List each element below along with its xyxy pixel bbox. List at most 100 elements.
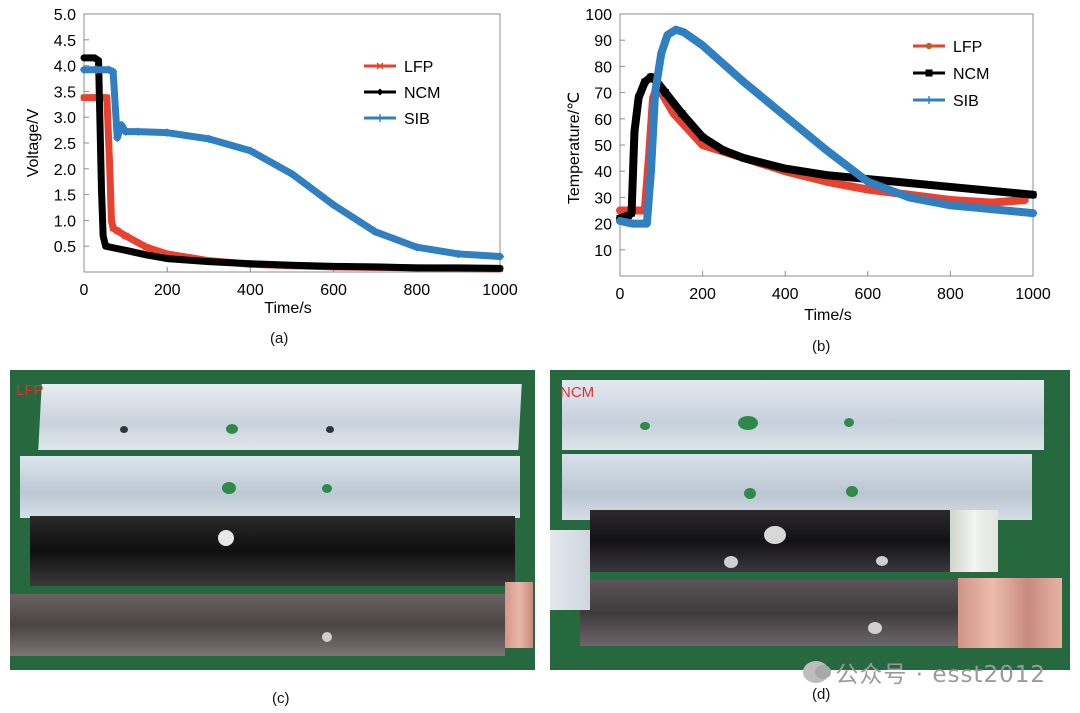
temperature-series-sib-point [863, 177, 872, 186]
voltage-series-ncm-point [330, 262, 338, 270]
temperature-y-axis-label: Temperature/℃ [566, 92, 583, 204]
voltage-series-sib-point [496, 252, 504, 261]
voltage-x-tick-label: 600 [320, 282, 347, 299]
voltage-series-sib-point [246, 146, 255, 155]
voltage-series-ncm-point [246, 260, 254, 268]
voltage-series-sib-point [80, 65, 88, 74]
legend-lfp-marker [376, 62, 384, 70]
voltage-x-tick-label: 800 [403, 282, 430, 299]
voltage-series-sib-point [121, 127, 130, 136]
temperature-y-tick-label: 30 [594, 190, 612, 207]
temperature-series-sib-point [671, 25, 680, 34]
lfp-separator-strip-2 [20, 456, 520, 518]
voltage-series-sib-point [454, 249, 463, 258]
voltage-series-sib-point [134, 127, 143, 136]
temperature-series-ncm-point [781, 165, 789, 173]
voltage-series-ncm-point [102, 242, 110, 250]
temperature-x-tick-label: 800 [937, 286, 964, 303]
temperature-y-tick-label: 100 [585, 7, 612, 24]
temperature-y-tick-label: 20 [594, 217, 612, 234]
temperature-x-tick-label: 1000 [1015, 286, 1051, 303]
voltage-x-axis-label: Time/s [264, 300, 311, 317]
temperature-series-lfp-point [823, 178, 830, 185]
temperature-series-ncm-point [635, 94, 643, 102]
watermark: 公众号 · esst2012 [803, 655, 1046, 689]
voltage-series-lfp-point [80, 94, 88, 102]
voltage-series-sib-point [104, 65, 113, 74]
voltage-series-lfp-point [88, 94, 96, 102]
voltage-series-ncm-point [205, 258, 213, 266]
voltage-y-tick-label: 2.5 [54, 136, 76, 153]
lfp-burn-hole [222, 482, 236, 494]
temperature-series-sib-point [739, 78, 748, 87]
panel-label-a: (a) [270, 330, 289, 347]
lfp-burn-hole [226, 424, 238, 434]
voltage-series-sib-point [371, 227, 380, 236]
temperature-series-sib-point [781, 112, 790, 121]
legend-sib-marker [925, 96, 933, 104]
temperature-series-sib-point [698, 41, 707, 50]
legend-ncm-label: NCM [404, 85, 440, 102]
ncm-anode-strip [580, 580, 960, 646]
temperature-series-ncm-point [699, 133, 707, 141]
legend-ncm-marker [925, 69, 933, 77]
voltage-series-ncm-point [109, 244, 117, 252]
legend-sib-marker [376, 114, 384, 122]
temperature-series-sib-point [663, 30, 672, 39]
temperature-series-ncm-point [823, 171, 830, 179]
voltage-series-ncm-point [454, 264, 462, 272]
voltage-series-lfp-point [122, 232, 130, 240]
voltage-series-ncm-point [496, 264, 504, 272]
legend-ncm-marker [376, 88, 384, 96]
ncm-burn-spot [876, 556, 888, 566]
voltage-series-sib-point [109, 67, 118, 76]
temperature-series-ncm-point [719, 146, 727, 154]
voltage-y-tick-label: 4.0 [54, 59, 76, 76]
voltage-x-tick-label: 0 [80, 282, 89, 299]
temperature-series-sib-point [628, 219, 637, 228]
watermark-text: 公众号 · esst2012 [835, 662, 1046, 688]
ncm-aluminum-tab [950, 510, 998, 572]
voltage-y-tick-label: 4.5 [54, 33, 76, 50]
temperature-series-lfp-point [988, 199, 995, 206]
temperature-plot-area [619, 13, 1034, 277]
temperature-series-sib-point [651, 88, 660, 97]
ncm-burn-spot [724, 556, 738, 568]
voltage-series-ncm-point [97, 185, 105, 193]
ncm-side-foil [550, 530, 590, 610]
voltage-series-ncm-point [142, 251, 150, 259]
voltage-series-sib-point [329, 200, 338, 209]
legend-ncm-label: NCM [953, 66, 989, 83]
temperature-series-ncm-point [647, 73, 655, 81]
voltage-x-tick-label: 200 [154, 282, 181, 299]
legend-sib-label: SIB [404, 111, 430, 128]
lfp-burn-hole [120, 426, 128, 433]
voltage-series-lfp-point [103, 94, 111, 102]
voltage-series-sib-point [117, 120, 126, 129]
panel-label-d: (d) [812, 686, 831, 703]
ncm-separator-strip-2 [562, 454, 1032, 520]
temperature-series-sib-line [616, 25, 1037, 228]
lfp-anode-strip [10, 594, 505, 656]
ncm-disassembly-photo: NCM [550, 370, 1070, 670]
temperature-series-ncm-point [678, 110, 686, 118]
ncm-burn-hole [738, 416, 758, 430]
lfp-photo-label: LFP [16, 382, 44, 399]
ncm-burn-hole [640, 422, 650, 430]
temperature-series-lfp-point [670, 110, 677, 117]
temperature-x-tick-label: 200 [689, 286, 716, 303]
panel-label-b: (b) [812, 338, 831, 355]
temperature-series-ncm-point [946, 183, 954, 191]
temperature-x-tick-label: 600 [854, 286, 881, 303]
temperature-series-sib-point [946, 201, 955, 210]
legend-sib-label: SIB [953, 93, 979, 110]
temperature-x-tick-label: 400 [772, 286, 799, 303]
voltage-chart: 0.5 1.0 1.5 2.0 2.5 3.0 3.5 4.0 4.5 5.0 0 200 400 60… [25, 7, 518, 317]
temperature-series-ncm-point [1029, 191, 1037, 199]
panel-label-c: (c) [272, 690, 290, 707]
ncm-burn-hole [846, 486, 858, 497]
temperature-series-ncm-point [628, 209, 636, 217]
temperature-y-tick-label: 50 [594, 138, 612, 155]
ncm-separator-strip-1 [562, 380, 1044, 450]
temperature-series-ncm-point [740, 154, 748, 162]
